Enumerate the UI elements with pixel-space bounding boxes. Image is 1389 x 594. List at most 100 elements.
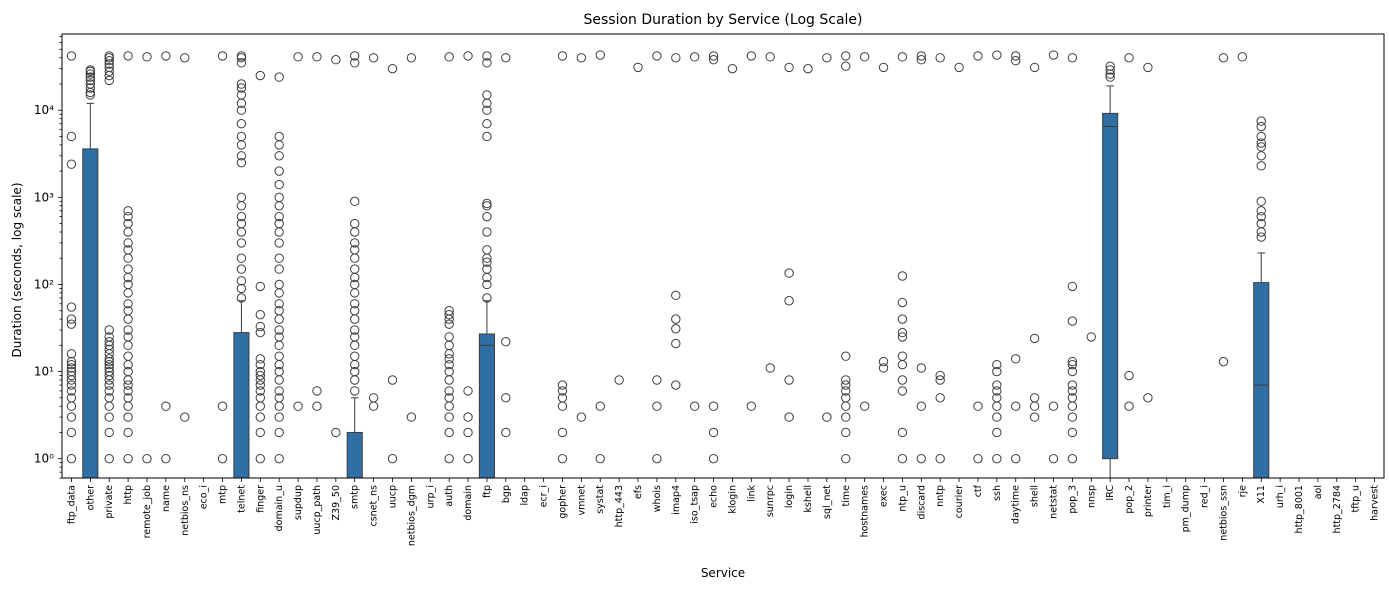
x-tick-label: shell xyxy=(1030,485,1041,507)
outlier-point xyxy=(1067,386,1078,396)
outlier-point xyxy=(350,305,360,316)
x-tick-label: urp_i xyxy=(425,485,436,508)
outlier-point xyxy=(255,321,265,332)
outlier-point xyxy=(255,327,265,338)
x-tick-label: rje xyxy=(1237,485,1248,498)
y-tick-label: 10⁴ xyxy=(34,103,54,117)
outlier-point xyxy=(652,401,662,411)
outlier-point xyxy=(897,332,908,342)
x-tick-label: netbios_dgm xyxy=(406,485,417,546)
x-tick-label: courier xyxy=(954,485,965,518)
outlier-point xyxy=(104,393,114,403)
outlier-point xyxy=(274,375,284,385)
outlier-point xyxy=(897,359,908,370)
outlier-point xyxy=(66,363,77,373)
outlier-point xyxy=(350,58,360,68)
outlier-point xyxy=(104,427,114,438)
outlier-point xyxy=(180,412,190,422)
outlier-point xyxy=(236,151,247,161)
outlier-point xyxy=(482,131,492,142)
outlier-point xyxy=(1048,401,1059,411)
outlier-point xyxy=(236,227,247,237)
outlier-point xyxy=(803,63,813,74)
x-tick-label: private xyxy=(104,485,115,519)
outlier-point xyxy=(444,412,454,422)
x-tick-label: harvest xyxy=(1370,485,1381,521)
outlier-point xyxy=(444,305,454,316)
outlier-point xyxy=(66,356,77,367)
outlier-point xyxy=(708,401,719,411)
outlier-point xyxy=(350,218,360,229)
outlier-point xyxy=(350,227,360,237)
outlier-point xyxy=(104,56,114,66)
outlier-point xyxy=(444,354,454,364)
outlier-point xyxy=(784,296,794,306)
outlier-point xyxy=(1011,453,1021,464)
outlier-point xyxy=(557,386,568,396)
outlier-point xyxy=(1256,206,1266,216)
outlier-point xyxy=(236,192,247,203)
outlier-point xyxy=(1067,453,1078,464)
outlier-point xyxy=(255,281,265,292)
outlier-point xyxy=(123,380,133,390)
outlier-point xyxy=(916,51,926,61)
x-tick-label: smtp xyxy=(350,485,361,509)
outlier-point xyxy=(482,105,492,115)
outlier-point xyxy=(274,279,284,290)
x-tick-label: daytime xyxy=(1011,485,1022,524)
box-telnet xyxy=(233,332,250,479)
x-tick-label: name xyxy=(161,485,172,512)
outlier-point xyxy=(350,325,360,335)
x-tick-label: IRC xyxy=(1105,485,1116,501)
outlier-point xyxy=(274,140,284,150)
outlier-point xyxy=(1218,53,1229,63)
outlier-point xyxy=(501,53,511,63)
outlier-point xyxy=(274,227,284,237)
x-tick-label: uucp xyxy=(388,485,399,508)
outlier-point xyxy=(368,401,379,411)
outlier-point xyxy=(935,453,945,464)
box-smtp xyxy=(346,431,363,479)
outlier-point xyxy=(1256,131,1266,142)
x-tick-label: efs xyxy=(633,485,644,499)
outlier-point xyxy=(350,288,360,298)
outlier-point xyxy=(236,276,247,286)
box-IRC xyxy=(1102,112,1119,460)
outlier-point xyxy=(217,453,228,464)
outlier-point xyxy=(331,55,341,65)
outlier-point xyxy=(652,375,662,385)
outlier-point xyxy=(123,375,133,385)
outlier-point xyxy=(1256,161,1266,171)
outlier-point xyxy=(123,314,133,324)
outlier-point xyxy=(274,253,284,263)
outlier-point xyxy=(217,401,228,411)
outlier-point xyxy=(274,393,284,403)
x-tick-label: link xyxy=(746,485,757,502)
outlier-point xyxy=(123,206,133,216)
outlier-point xyxy=(463,453,473,464)
outlier-point xyxy=(123,366,133,377)
outlier-point xyxy=(236,83,247,93)
x-tick-label: ftp_data xyxy=(66,485,77,524)
outlier-point xyxy=(123,386,133,396)
outlier-point xyxy=(1218,356,1229,367)
x-tick-label: klogin xyxy=(727,485,738,514)
outlier-point xyxy=(1124,370,1134,381)
x-tick-label: red_i xyxy=(1200,485,1211,508)
outlier-point xyxy=(897,271,908,281)
outlier-point xyxy=(350,351,360,361)
outlier-point xyxy=(671,380,681,390)
outlier-point xyxy=(576,53,587,63)
outlier-point xyxy=(255,366,265,377)
outlier-point xyxy=(841,351,851,361)
outlier-point xyxy=(841,453,851,464)
outlier-point xyxy=(255,401,265,411)
x-tick-label: http_443 xyxy=(614,485,625,527)
outlier-point xyxy=(1067,316,1078,326)
outlier-point xyxy=(784,375,794,385)
outlier-point xyxy=(992,380,1002,390)
outlier-point xyxy=(255,453,265,464)
outlier-point xyxy=(444,386,454,396)
outlier-point xyxy=(236,53,247,63)
